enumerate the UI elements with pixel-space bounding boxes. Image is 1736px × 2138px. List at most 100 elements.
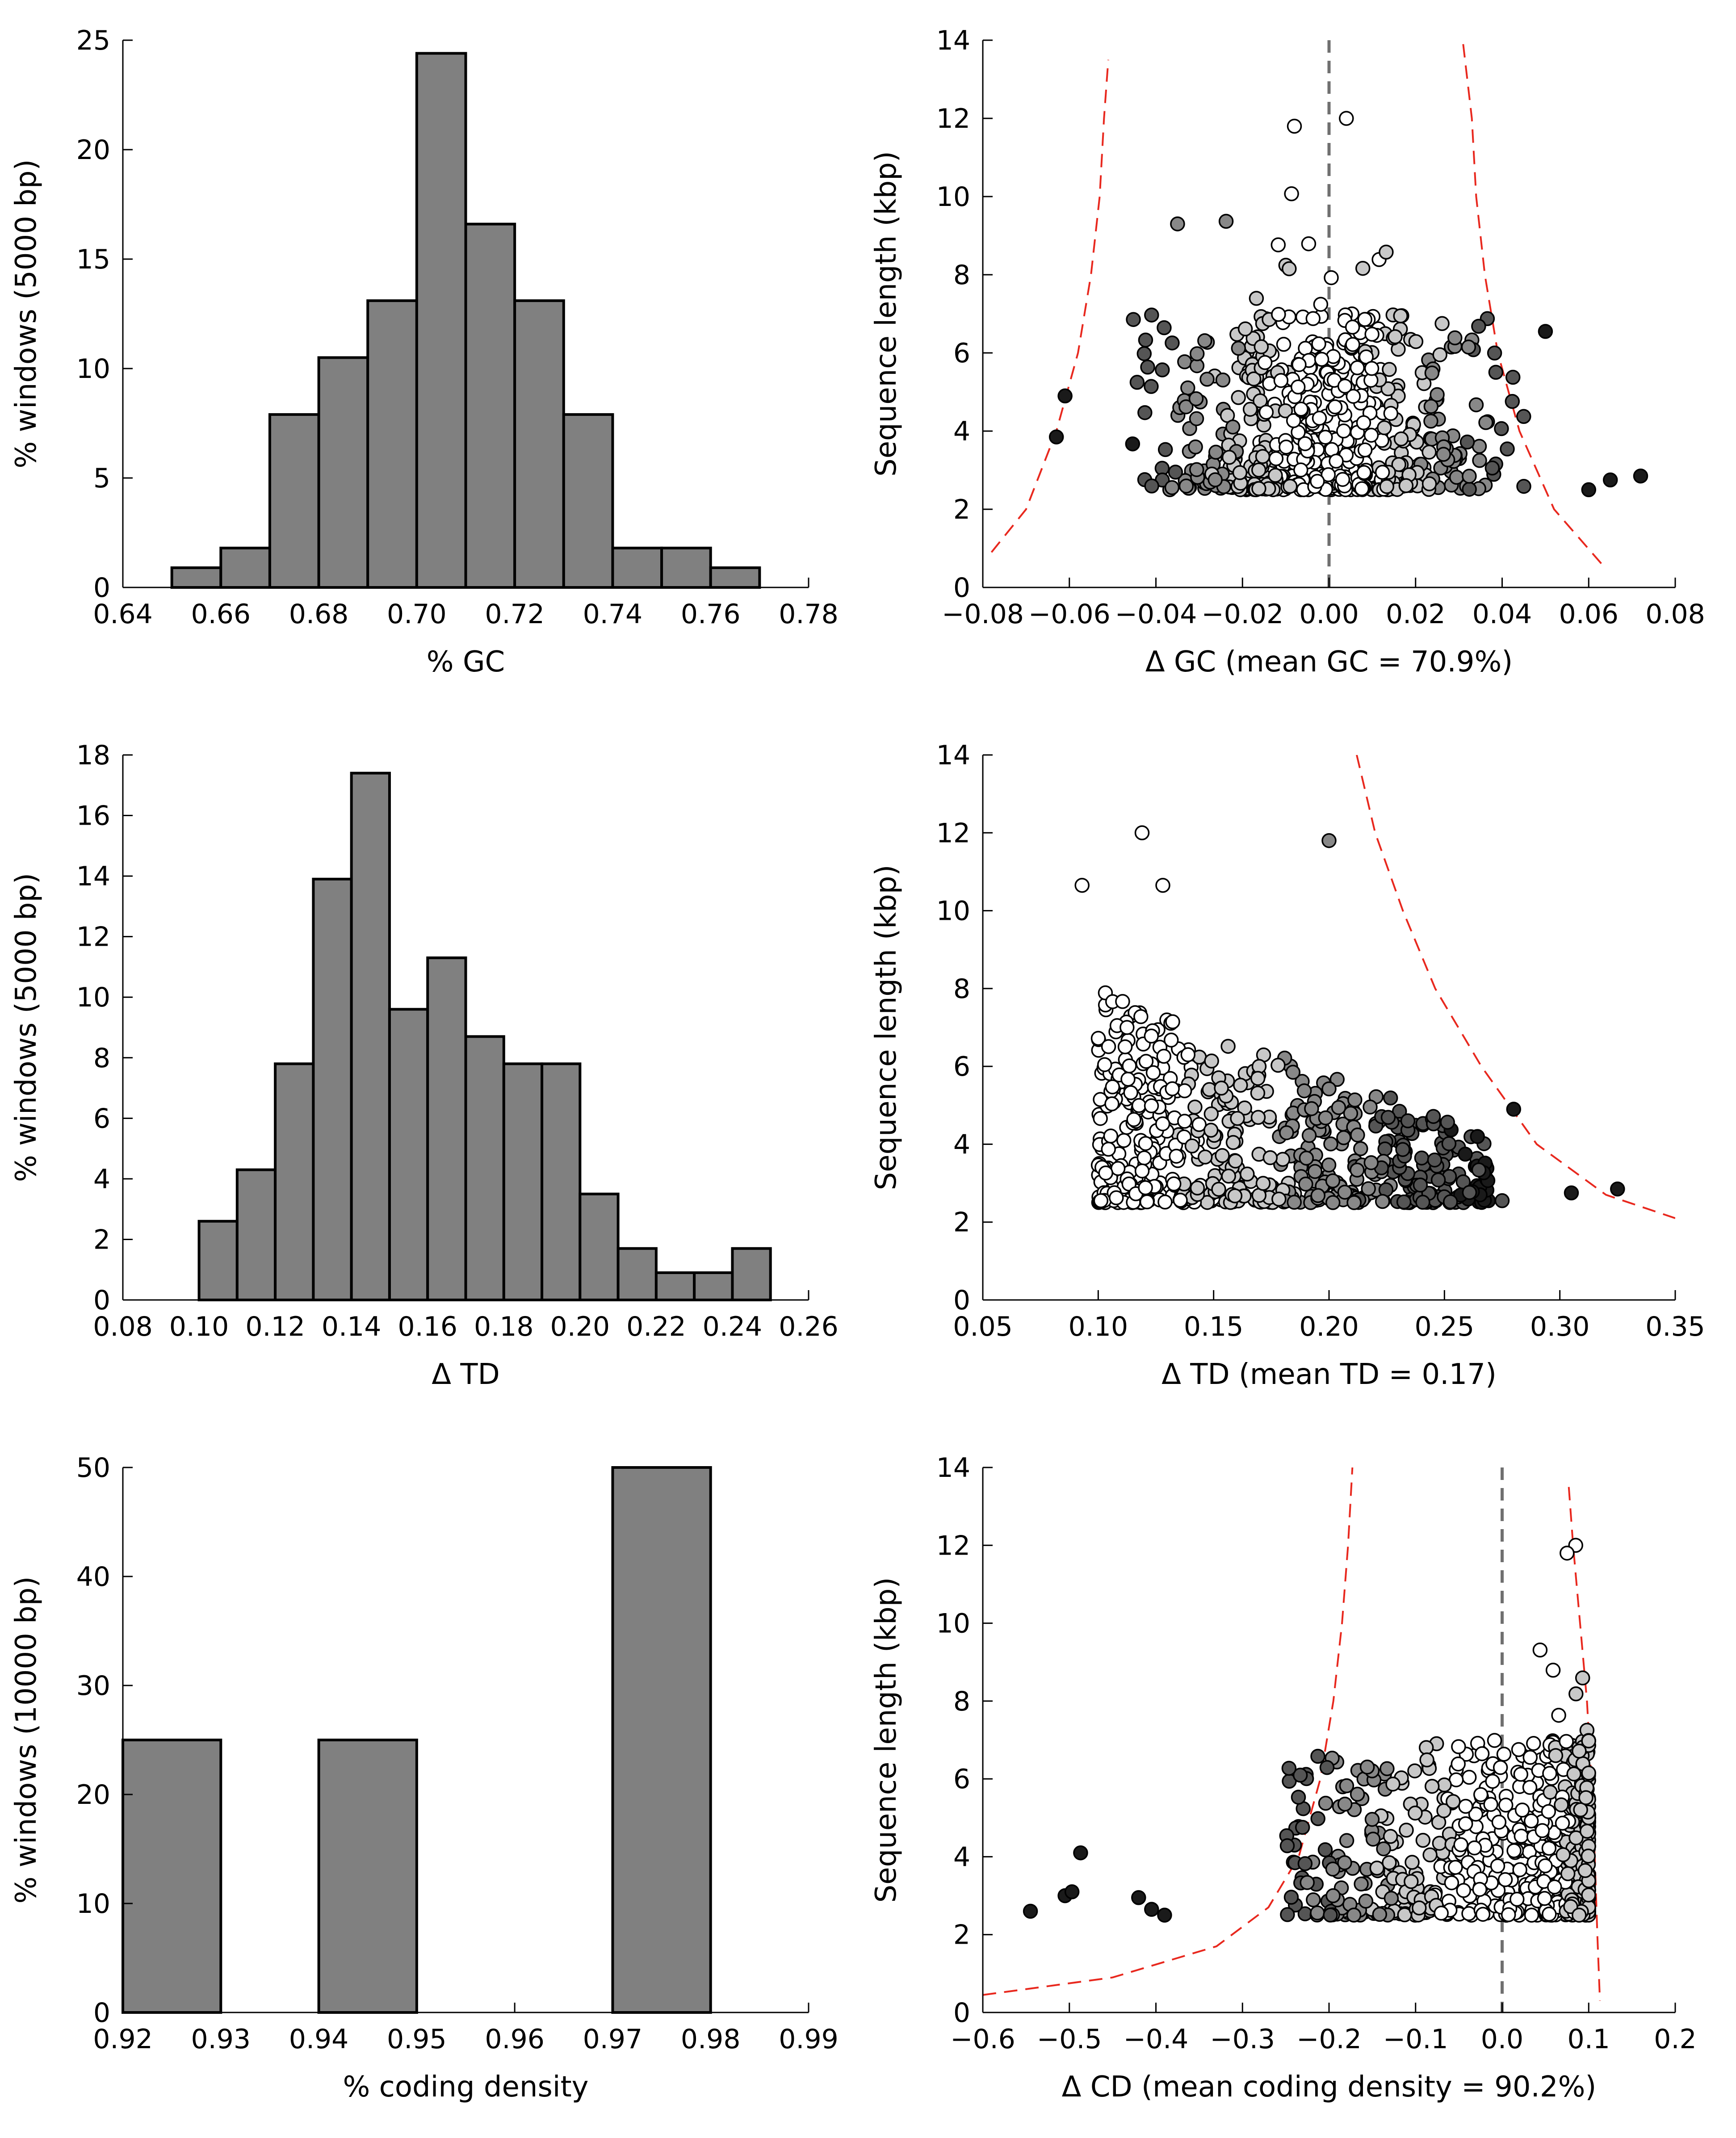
scatter-point <box>1246 371 1262 387</box>
scatter-point <box>1101 1039 1116 1054</box>
scatter-point <box>1208 444 1224 460</box>
scatter-point <box>1501 1907 1516 1922</box>
x-tick-label: 0.20 <box>1299 1311 1359 1342</box>
y-tick-label: 50 <box>76 1452 110 1484</box>
scatter-point <box>1461 340 1476 355</box>
scatter-point <box>1337 1855 1352 1870</box>
scatter-point <box>1437 1777 1452 1793</box>
y-tick-label: 6 <box>953 1764 970 1795</box>
scatter-point <box>1321 1081 1337 1097</box>
x-tick-label: 0.04 <box>1472 599 1532 630</box>
scatter-point <box>1232 465 1248 480</box>
scatter-point <box>1199 372 1215 387</box>
scatter-point <box>1310 1188 1326 1203</box>
histogram-bar <box>350 771 391 1301</box>
scatter-point <box>1250 1086 1266 1101</box>
scatter-point <box>1136 346 1152 361</box>
scatter-point <box>1547 1879 1562 1895</box>
scatter-point <box>1513 1767 1529 1782</box>
scatter-point <box>1393 431 1409 447</box>
x-axis-label: Δ CD (mean coding density = 90.2%) <box>1062 2071 1597 2104</box>
scatter-point <box>1412 1900 1427 1916</box>
scatter-point <box>1292 357 1307 372</box>
scatter-point <box>1125 436 1141 452</box>
scatter-point <box>1214 1081 1229 1096</box>
scatter-point <box>1472 1882 1487 1897</box>
scatter-point <box>1467 1840 1482 1856</box>
scatter-point <box>1483 1797 1498 1812</box>
scatter-point <box>1538 1858 1553 1874</box>
scatter-point <box>1422 1847 1438 1863</box>
x-tick-label: 0.92 <box>93 2024 153 2055</box>
x-tick-label: 0.08 <box>1645 599 1705 630</box>
scatter-point <box>1522 1750 1538 1765</box>
y-tick-label: 4 <box>953 1841 970 1873</box>
y-tick-label: 15 <box>76 244 110 275</box>
scatter-point <box>1285 1065 1301 1080</box>
scatter-point <box>1131 1890 1146 1905</box>
scatter-point <box>1120 1020 1135 1035</box>
scatter-point <box>1453 1837 1468 1853</box>
x-tick-label: 0.93 <box>191 2024 251 2055</box>
scatter-point <box>1144 1902 1159 1917</box>
scatter-points <box>1074 825 1625 1210</box>
scatter-point <box>1395 1142 1410 1157</box>
boundary-curve-right <box>1462 44 1602 565</box>
scatter-point <box>1422 444 1437 460</box>
scatter-point <box>1230 1111 1245 1126</box>
scatter-point <box>1237 1100 1252 1116</box>
x-axis-label: Δ TD (mean TD = 0.17) <box>1162 1358 1497 1391</box>
scatter-point <box>1155 878 1170 893</box>
scatter-point <box>1116 1133 1132 1148</box>
y-tick-label: 30 <box>76 1670 110 1702</box>
scatter-point <box>1097 1057 1112 1072</box>
y-tick-label: 5 <box>93 463 110 494</box>
x-tick-label: 0.05 <box>953 1311 1013 1342</box>
scatter-point <box>1221 1169 1236 1184</box>
scatter-point <box>1164 480 1180 495</box>
scatter-point <box>1188 391 1204 407</box>
scatter-point <box>1408 1805 1423 1821</box>
scatter-point <box>1187 1099 1203 1115</box>
boundary-curve-right <box>1568 1487 1601 2001</box>
scatter-point <box>1359 1759 1375 1775</box>
scatter-point <box>1203 1123 1219 1138</box>
scatter-point <box>1434 1905 1449 1921</box>
bars <box>197 771 772 1302</box>
scatter-point <box>1307 1164 1323 1179</box>
scatter-point <box>1415 1195 1430 1210</box>
scatter-point <box>1057 388 1073 404</box>
scatter-point <box>1090 1031 1106 1046</box>
scatter-point <box>1405 1855 1420 1870</box>
scatter-point <box>1188 439 1203 455</box>
scatter-point <box>1139 1194 1155 1210</box>
scatter-point <box>1279 1125 1294 1140</box>
scatter-point <box>1396 1194 1412 1210</box>
scatter-point <box>1278 403 1293 419</box>
y-tick-label: 6 <box>93 1103 110 1134</box>
scatter-point <box>1393 308 1408 323</box>
scatter-point <box>1325 1861 1341 1877</box>
scatter-point <box>1126 312 1141 327</box>
scatter-point <box>1321 1157 1337 1173</box>
scatter-point <box>1572 1907 1587 1923</box>
x-tick-label: 0.99 <box>779 2024 839 2055</box>
scatter-point <box>1319 1760 1335 1775</box>
scatter-point <box>1380 1761 1395 1777</box>
histogram-bar <box>170 566 222 589</box>
scatter-point <box>1336 423 1351 439</box>
scatter-point <box>1255 1176 1271 1191</box>
scatter-point <box>1379 244 1394 260</box>
y-tick-label: 14 <box>936 25 970 56</box>
x-tick-label: 0.22 <box>626 1311 686 1342</box>
histogram-bar <box>219 546 271 589</box>
scatter-point <box>1301 236 1317 252</box>
scatter-point <box>1461 1769 1477 1785</box>
scatter-point <box>1357 442 1373 458</box>
x-tick-label: 0.25 <box>1415 1311 1475 1342</box>
scatter-point <box>1554 1797 1569 1813</box>
scatter-point <box>1361 1181 1376 1196</box>
x-tick-label: 0.97 <box>583 2024 643 2055</box>
scatter-point <box>1474 1746 1490 1761</box>
scatter-point <box>1484 460 1500 476</box>
